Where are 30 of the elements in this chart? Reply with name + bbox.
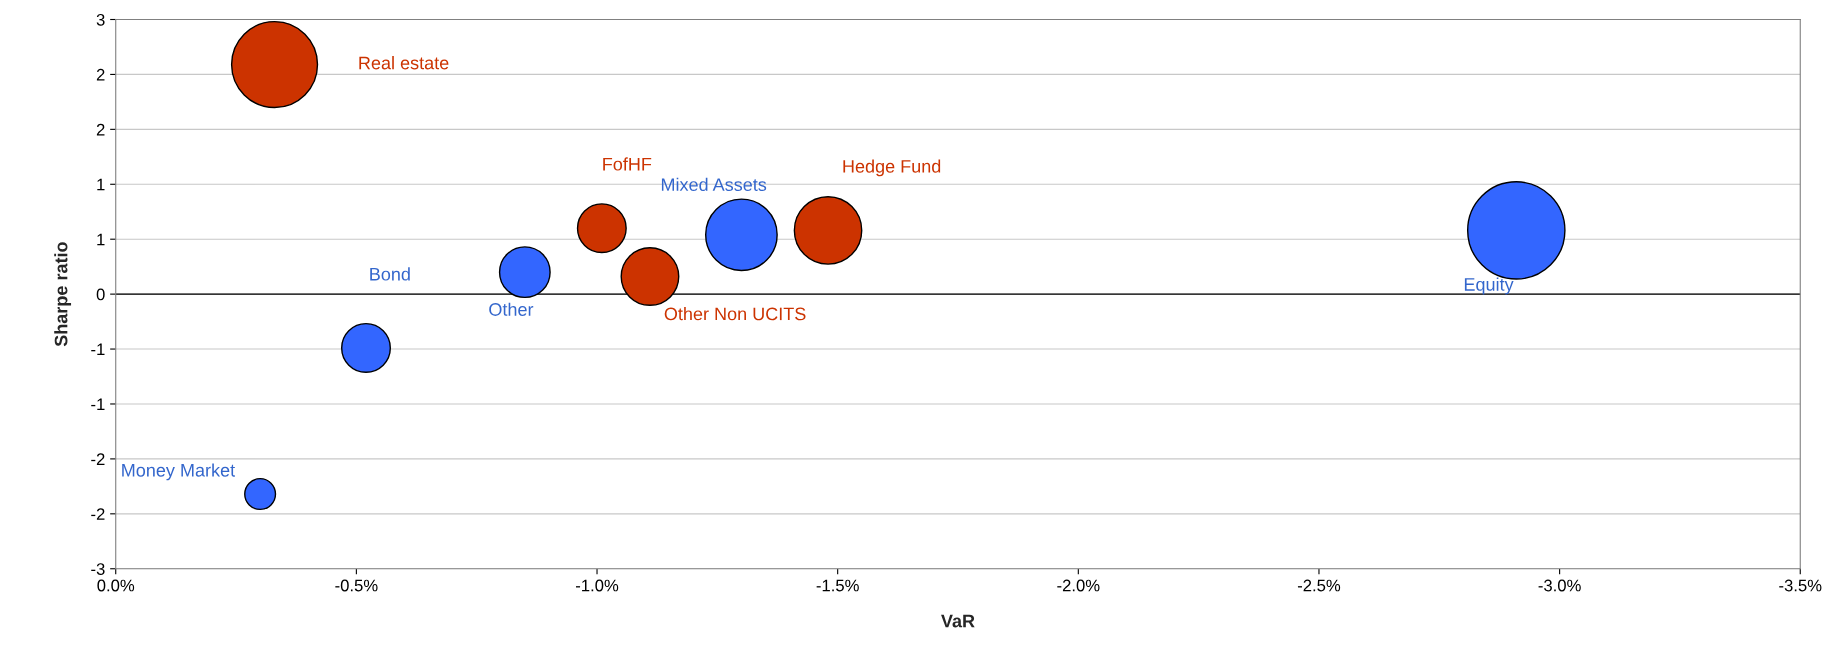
x-axis-title: VaR [941,614,975,628]
x-tick-label: -1.0% [576,579,619,592]
series-label: Other [489,302,534,316]
x-tick-label: -0.5% [335,579,378,592]
y-axis-title: Sharpe ratio [54,242,72,347]
text: Real estate [359,56,449,70]
x-tick-label: 0.0% [97,579,135,592]
y-tick-label: 3 [96,13,105,26]
x-tick-label: -3.5% [1779,579,1822,592]
y-tick-label: -2 [91,508,105,520]
series-label: Mixed Assets [661,177,767,192]
text: Bond [370,267,410,281]
x-tick-label: -3.0% [1538,579,1581,592]
y-tick-label: -1 [91,398,105,411]
series-label: FofHF [603,157,652,171]
series-label: Equity [1464,277,1514,295]
x-tick-label: -1.5% [816,579,859,592]
y-tick-label: -1 [91,343,105,356]
y-tick-label: 0 [96,288,105,301]
y-tick-label: 2 [96,68,105,81]
y-tick-label: -2 [91,453,105,465]
y-tick-label: -3 [91,563,105,575]
series-label: Hedge Fund [843,159,941,177]
y-tick-label: 1 [97,178,105,191]
y-tick-label: 1 [97,233,105,246]
series-label: Other Non UCITS [664,307,806,321]
x-tick-label: -2.5% [1297,579,1341,592]
y-tick-label: 2 [96,123,105,136]
series-label: Money Market [122,463,235,481]
x-tick-label: -2.0% [1057,579,1100,592]
